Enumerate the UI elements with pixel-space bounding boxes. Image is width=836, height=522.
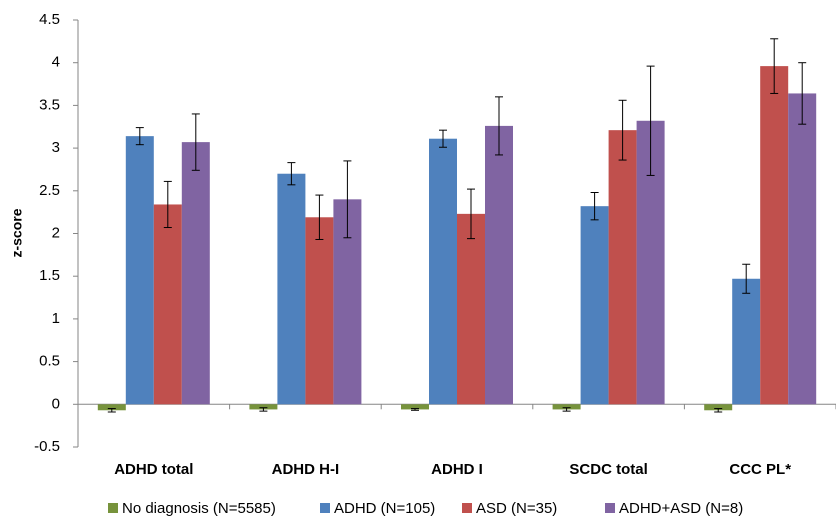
error-bar — [163, 180, 172, 229]
error-bar — [107, 408, 116, 413]
bar — [249, 404, 278, 410]
error-bar — [343, 160, 352, 239]
bar — [788, 93, 817, 405]
y-tick-label: 1 — [52, 310, 60, 327]
error-bar — [191, 113, 200, 171]
error-bar — [618, 99, 627, 161]
error-bar — [411, 408, 419, 411]
bar — [704, 404, 733, 411]
error-bar — [467, 188, 475, 240]
x-tick-label: SCDC total — [569, 461, 647, 478]
bar — [153, 204, 182, 405]
bar — [580, 206, 609, 405]
bar — [457, 213, 485, 405]
legend-label: ASD (N=35) — [476, 500, 557, 517]
bar — [181, 142, 210, 405]
error-bar — [562, 407, 571, 412]
y-tick-label: 3 — [52, 139, 60, 156]
y-tick-label: 0 — [52, 395, 60, 412]
error-bar — [770, 38, 779, 94]
error-bar — [646, 65, 655, 176]
x-tick-label: ADHD total — [114, 461, 193, 478]
bar — [305, 217, 334, 405]
bar — [429, 138, 457, 405]
bar — [277, 173, 306, 405]
legend-label: ADHD+ASD (N=8) — [619, 500, 743, 517]
y-axis-label: z-score — [9, 208, 25, 257]
y-tick-label: 2 — [52, 224, 60, 241]
legend-swatch — [108, 503, 118, 513]
error-bar — [714, 408, 723, 413]
error-bar — [590, 192, 599, 221]
bar — [401, 404, 429, 410]
y-tick-label: 0.5 — [39, 353, 60, 370]
bar — [552, 404, 581, 410]
error-bar — [287, 162, 296, 186]
error-bar — [315, 194, 324, 240]
x-tick-label: ADHD H-I — [272, 461, 340, 478]
legend-swatch — [320, 503, 330, 513]
legend-swatch — [605, 503, 615, 513]
error-bar — [135, 127, 144, 146]
y-tick-label: -0.5 — [34, 438, 60, 455]
error-bar — [259, 407, 268, 412]
bar — [125, 136, 154, 405]
bar — [760, 66, 789, 405]
y-tick-label: 2.5 — [39, 182, 60, 199]
y-tick-label: 4.5 — [39, 11, 60, 28]
bar — [732, 278, 761, 405]
y-tick-label: 1.5 — [39, 267, 60, 284]
y-tick-label: 3.5 — [39, 96, 60, 113]
x-tick-label: ADHD I — [431, 461, 483, 478]
legend-label: ADHD (N=105) — [334, 500, 435, 517]
error-bar — [798, 62, 807, 125]
error-bar — [742, 263, 751, 294]
bar — [97, 404, 126, 411]
error-bar — [495, 96, 503, 156]
y-tick-label: 4 — [52, 54, 60, 71]
legend-label: No diagnosis (N=5585) — [122, 500, 276, 517]
legend-swatch — [462, 503, 472, 513]
x-tick-label: CCC PL* — [729, 461, 791, 478]
bar — [485, 125, 513, 405]
error-bar — [439, 129, 447, 148]
bar — [608, 130, 637, 405]
